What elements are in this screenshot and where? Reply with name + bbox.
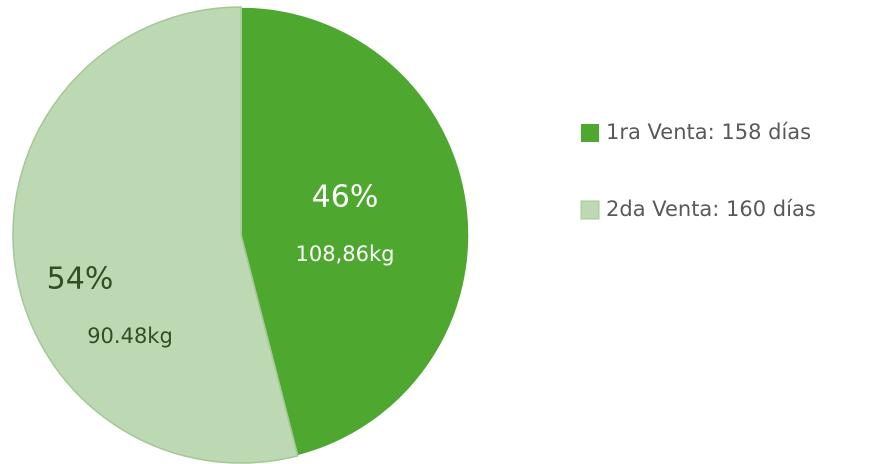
data-label: 54% [47,262,114,297]
weight-label: 108,86kg [296,242,395,266]
pie-slice [240,6,470,457]
legend-swatch [581,124,599,142]
data-label: 46% [312,180,379,215]
legend-label: 2da Venta: 160 días [606,197,816,221]
weight-label: 90.48kg [87,324,173,348]
legend-swatch [580,200,600,220]
legend-label: 1ra Venta: 158 días [606,120,811,144]
pie-slice [12,6,299,464]
